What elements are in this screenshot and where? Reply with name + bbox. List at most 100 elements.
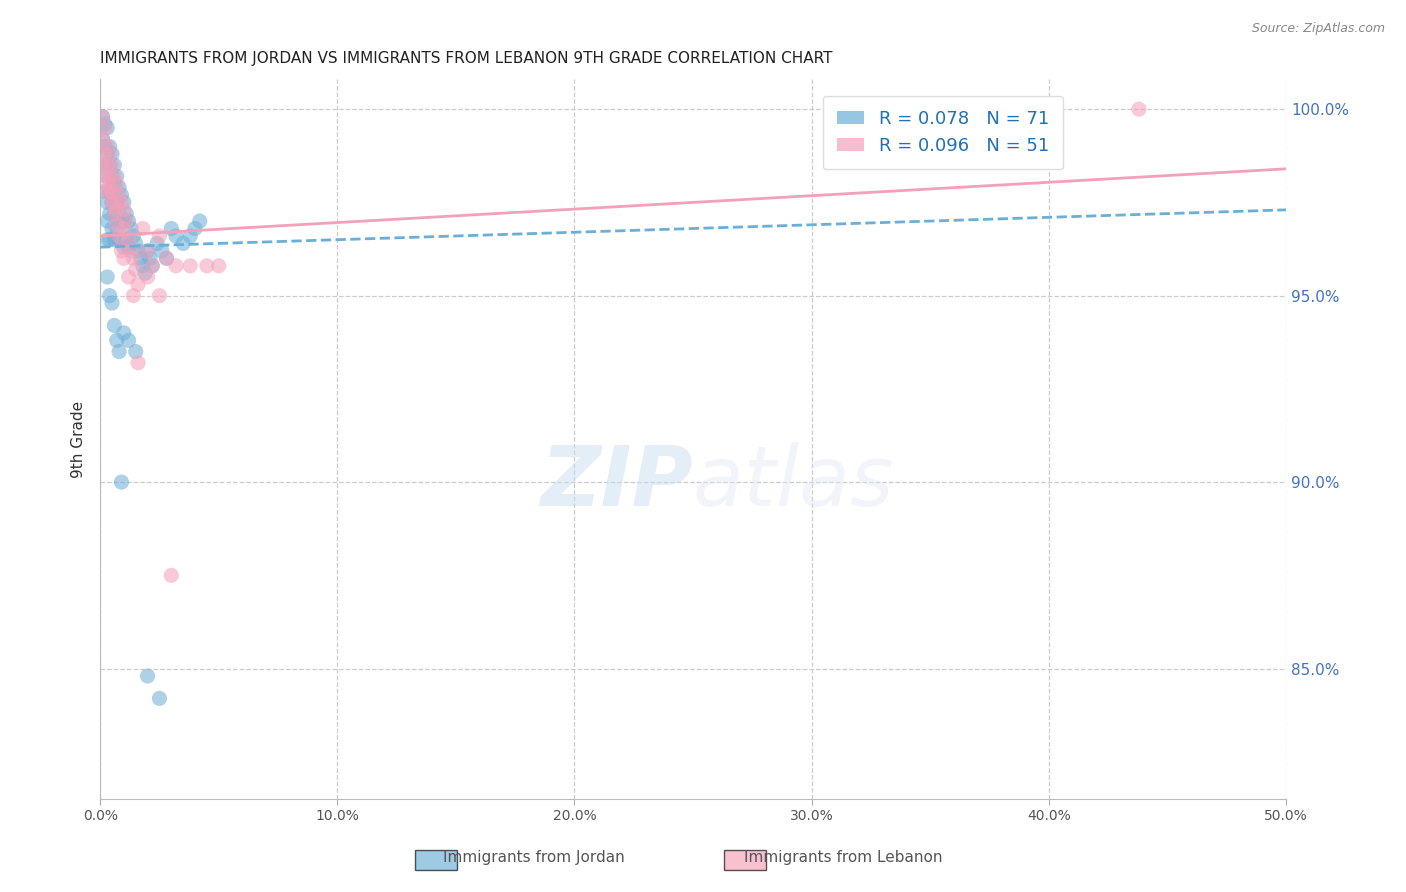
Point	[105, 169, 128, 184]
Point	[101, 195, 124, 210]
Point	[132, 221, 155, 235]
Point	[160, 568, 183, 582]
Point	[91, 110, 114, 124]
Point	[125, 236, 148, 251]
Point	[110, 195, 132, 210]
Point	[96, 147, 118, 161]
Point	[98, 184, 121, 198]
Text: IMMIGRANTS FROM JORDAN VS IMMIGRANTS FROM LEBANON 9TH GRADE CORRELATION CHART: IMMIGRANTS FROM JORDAN VS IMMIGRANTS FRO…	[100, 51, 832, 66]
Point	[103, 206, 125, 220]
Point	[105, 195, 128, 210]
Point	[117, 233, 139, 247]
Point	[91, 132, 114, 146]
Point	[96, 120, 118, 135]
Text: ZIP: ZIP	[540, 442, 693, 523]
Point	[117, 240, 139, 254]
Point	[120, 221, 142, 235]
Point	[105, 177, 128, 191]
Point	[112, 214, 135, 228]
Legend: R = 0.078   N = 71, R = 0.096   N = 51: R = 0.078 N = 71, R = 0.096 N = 51	[823, 95, 1063, 169]
Point	[195, 259, 218, 273]
Point	[96, 270, 118, 285]
Point	[127, 244, 149, 258]
Text: Immigrants from Lebanon: Immigrants from Lebanon	[744, 850, 943, 865]
Point	[112, 195, 135, 210]
Point	[148, 229, 170, 244]
Point	[125, 262, 148, 277]
Point	[96, 177, 118, 191]
Point	[208, 259, 231, 273]
Point	[150, 244, 173, 258]
Point	[179, 229, 201, 244]
Point	[94, 147, 117, 161]
Point	[112, 202, 135, 217]
Point	[98, 206, 121, 220]
Point	[117, 270, 139, 285]
Point	[98, 158, 121, 172]
Point	[148, 288, 170, 302]
Point	[96, 139, 118, 153]
Point	[108, 188, 131, 202]
Point	[98, 288, 121, 302]
Point	[136, 244, 159, 258]
Point	[108, 180, 131, 194]
Point	[112, 221, 135, 235]
Text: atlas: atlas	[693, 442, 894, 523]
Point	[155, 252, 177, 266]
Point	[125, 344, 148, 359]
Text: Immigrants from Jordan: Immigrants from Jordan	[443, 850, 626, 865]
Point	[96, 233, 118, 247]
Point	[98, 169, 121, 184]
Point	[103, 169, 125, 184]
Point	[115, 233, 138, 247]
Point	[96, 214, 118, 228]
Point	[94, 169, 117, 184]
Point	[117, 214, 139, 228]
Point	[108, 206, 131, 220]
Point	[101, 296, 124, 310]
Point	[146, 236, 169, 251]
Point	[112, 326, 135, 340]
Point	[96, 158, 118, 172]
Point	[110, 244, 132, 258]
Point	[155, 252, 177, 266]
Point	[136, 270, 159, 285]
Point	[122, 229, 145, 244]
Point	[136, 244, 159, 258]
Point	[110, 214, 132, 228]
Point	[148, 691, 170, 706]
Point	[141, 259, 163, 273]
Point	[115, 214, 138, 228]
Point	[96, 184, 118, 198]
Point	[105, 202, 128, 217]
Point	[96, 169, 118, 184]
Point	[101, 158, 124, 172]
Point	[101, 147, 124, 161]
Point	[112, 252, 135, 266]
Point	[101, 195, 124, 210]
Point	[101, 221, 124, 235]
Point	[122, 288, 145, 302]
Point	[134, 266, 156, 280]
Point	[94, 184, 117, 198]
Point	[94, 120, 117, 135]
Point	[91, 110, 114, 124]
Point	[108, 229, 131, 244]
Point	[103, 206, 125, 220]
Point	[91, 132, 114, 146]
Point	[94, 158, 117, 172]
Point	[103, 195, 125, 210]
Point	[103, 177, 125, 191]
Point	[105, 334, 128, 348]
Point	[110, 188, 132, 202]
Point	[141, 259, 163, 273]
Point	[91, 158, 114, 172]
Point	[184, 221, 207, 235]
Point	[172, 236, 194, 251]
Point	[110, 475, 132, 489]
Point	[160, 221, 183, 235]
Point	[117, 334, 139, 348]
Point	[136, 669, 159, 683]
Point	[127, 277, 149, 292]
Point	[165, 229, 187, 244]
